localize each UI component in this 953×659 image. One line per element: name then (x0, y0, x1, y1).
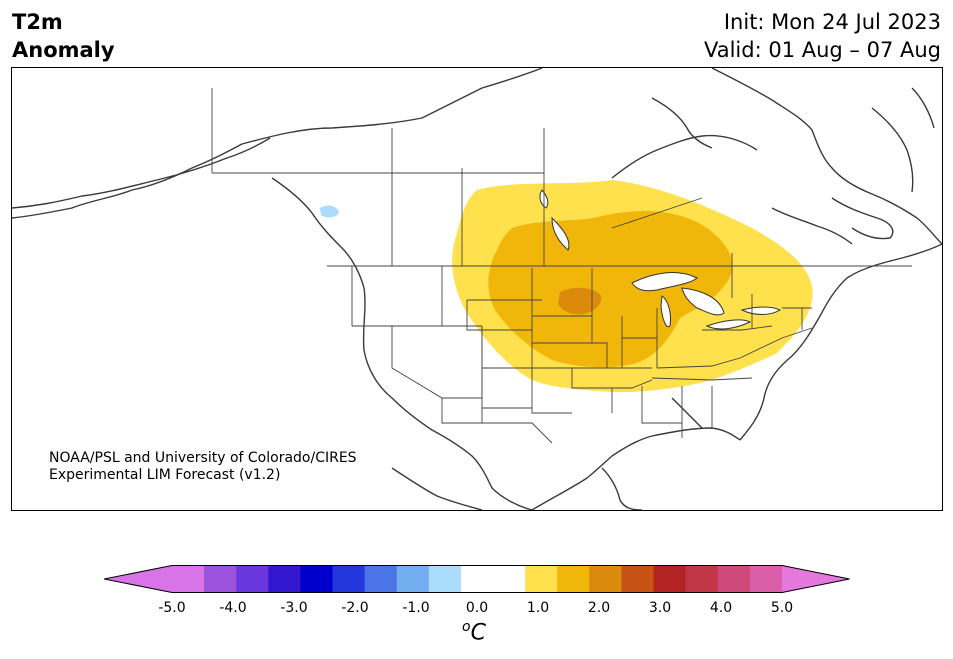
colorbar-tick-label: -3.0 (280, 600, 308, 616)
colorbar-segment (300, 565, 334, 593)
colorbar-segment (204, 565, 237, 593)
credit-line-1: NOAA/PSL and University of Colorado/CIRE… (49, 450, 357, 466)
colorbar-segment (236, 565, 269, 593)
colorbar-tick-label: 3.0 (648, 600, 672, 616)
coastlines (12, 68, 942, 510)
colorbar (104, 565, 850, 593)
anomaly-region-1.0-1.5 (488, 211, 733, 368)
colorbar-segment (364, 565, 398, 593)
political-borders (211, 88, 912, 444)
colorbar-segment (653, 565, 687, 593)
colorbar-segment (621, 565, 655, 593)
north-america-map (12, 68, 942, 510)
unit-letter: C (470, 620, 486, 646)
colorbar-segment (268, 565, 301, 593)
valid-range: Valid: 01 Aug – 07 Aug (703, 38, 941, 62)
colorbar-under-extension (104, 565, 172, 593)
colorbar-tick-label: -5.0 (158, 600, 186, 616)
colorbar-tick-labels: -5.0 -4.0 -3.0 -2.0 -1.0 0.0 1.0 2.0 3.0 4.0 5.0 (104, 600, 850, 620)
great-lakes (539, 189, 782, 330)
credit-line-2: Experimental LIM Forecast (v1.2) (49, 467, 281, 483)
title-line-2: Anomaly (12, 38, 115, 62)
colorbar-segment (428, 565, 462, 593)
colorbar-segment (172, 565, 205, 593)
colorbar-segment (525, 565, 558, 593)
colorbar-tick-label: -1.0 (402, 600, 430, 616)
colorbar-tick-label: -2.0 (341, 600, 369, 616)
map-title: T2m Anomaly (12, 8, 115, 64)
map-panel (11, 67, 943, 511)
colorbar-segment (460, 565, 494, 593)
colorbar-segment (332, 565, 366, 593)
colorbar-segment (557, 565, 590, 593)
attribution-text: NOAA/PSL and University of Colorado/CIRE… (49, 450, 357, 484)
colorbar-segment (396, 565, 430, 593)
colorbar-tick-label: 5.0 (770, 600, 794, 616)
colorbar-tick-label: 4.0 (709, 600, 733, 616)
init-date: Init: Mon 24 Jul 2023 (723, 10, 941, 34)
colorbar-unit: oC (462, 619, 486, 645)
colorbar-tick-label: 2.0 (587, 600, 611, 616)
anomaly-region-1.5-2.0 (558, 287, 602, 315)
colorbar-tick-label: -4.0 (219, 600, 247, 616)
unit-superscript: o (462, 619, 471, 635)
colorbar-segment (685, 565, 719, 593)
colorbar-tick-label: 1.0 (526, 600, 550, 616)
colorbar-segment (589, 565, 622, 593)
colorbar-outline (104, 565, 850, 593)
colorbar-tick-label: 0.0 (465, 600, 489, 616)
anomaly-region-cool (320, 205, 339, 218)
colorbar-segment (493, 565, 526, 593)
forecast-dates: Init: Mon 24 Jul 2023 Valid: 01 Aug – 07… (704, 8, 941, 64)
colorbar-over-extension (782, 565, 850, 593)
title-line-1: T2m (12, 10, 63, 34)
colorbar-segment (717, 565, 751, 593)
colorbar-segment (749, 565, 783, 593)
